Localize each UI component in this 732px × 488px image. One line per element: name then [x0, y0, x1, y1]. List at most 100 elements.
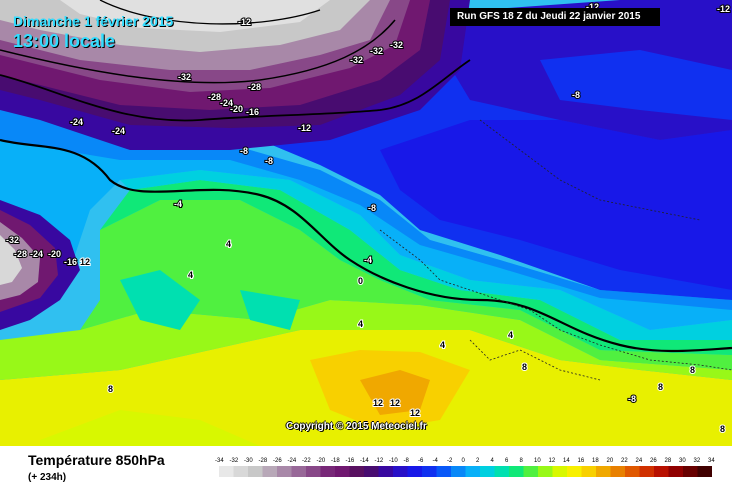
forecast-time: 13:00 locale [13, 31, 116, 51]
scale-tick-label: 32 [694, 458, 701, 464]
scale-swatch [393, 466, 408, 477]
scale-tick-label: -26 [273, 458, 282, 464]
scale-swatch [306, 466, 321, 477]
isotherm-label: 4 [440, 340, 445, 350]
isotherm-label: -28 [248, 82, 261, 92]
scale-swatch [581, 466, 596, 477]
isotherm-label: 8 [658, 382, 663, 392]
isotherm-label: -28 [208, 92, 221, 102]
scale-swatch [422, 466, 437, 477]
isotherm-label: -4 [174, 199, 182, 209]
scale-swatch [697, 466, 712, 477]
legend: Température 850hPa (+ 234h) -34 -32 -30 -28… [0, 446, 732, 488]
scale-tick-label: 34 [708, 458, 715, 464]
scale-swatch [625, 466, 640, 477]
color-scale: -34 -32 -30 -28 -26 -24 -22 -20 -18 -16 -14 -12 -10-… [215, 458, 715, 477]
isotherm-label: 8 [522, 362, 527, 372]
isotherm-label: 0 [358, 276, 363, 286]
isotherm-label: 4 [358, 319, 363, 329]
isotherm-label: 4 [226, 239, 231, 249]
scale-swatch [639, 466, 654, 477]
scale-swatch [248, 466, 263, 477]
scale-tick-label: -8 [404, 458, 410, 464]
scale-swatch [610, 466, 625, 477]
scale-tick-label: 26 [650, 458, 657, 464]
scale-swatch [335, 466, 350, 477]
scale-tick-label: -14 [360, 458, 369, 464]
scale-tick-label: 22 [621, 458, 628, 464]
scale-swatch [349, 466, 364, 477]
isotherm-label: -16 [246, 107, 259, 117]
scale-swatch [277, 466, 292, 477]
isotherm-label: -8 [240, 146, 248, 156]
scale-tick-label: 18 [592, 458, 599, 464]
isotherm-label: -12 [298, 123, 311, 133]
scale-swatch [552, 466, 567, 477]
scale-swatch [364, 466, 379, 477]
isotherm-label: 12 [80, 257, 90, 267]
scale-swatch [494, 466, 509, 477]
scale-tick-label: -6 [418, 458, 424, 464]
isotherm-label: -20 [230, 104, 243, 114]
scale-swatch [683, 466, 698, 477]
scale-tick-label: 28 [665, 458, 672, 464]
isotherm-label: -32 [6, 235, 19, 245]
scale-tick-label: -10 [389, 458, 398, 464]
scale-swatch [262, 466, 277, 477]
isotherm-label: -12 [717, 4, 730, 14]
isotherm-label: 8 [690, 365, 695, 375]
isotherm-label: 4 [188, 270, 193, 280]
isotherm-label: -8 [265, 156, 273, 166]
scale-tick-label: -32 [230, 458, 239, 464]
legend-subtitle: (+ 234h) [28, 472, 67, 483]
forecast-date: Dimanche 1 février 2015 [13, 13, 174, 29]
isotherm-label: -12 [238, 17, 251, 27]
scale-tick-label: -30 [244, 458, 253, 464]
isotherm-label: -20 [48, 249, 61, 259]
scale-tick-label: -22 [302, 458, 311, 464]
isotherm-label: -8 [628, 394, 636, 404]
scale-tick-label: -2 [447, 458, 453, 464]
scale-swatch [378, 466, 393, 477]
isotherm-label: -8 [368, 203, 376, 213]
legend-title: Température 850hPa [28, 452, 165, 468]
scale-swatch [480, 466, 495, 477]
isotherm-label: 12 [390, 398, 400, 408]
scale-tick-label: 6 [505, 458, 509, 464]
isotherm-label: -24 [30, 249, 43, 259]
isotherm-label: -24 [220, 98, 233, 108]
isotherm-label: 4 [508, 330, 513, 340]
map-canvas: -12-32-28-28-24-20 -16-24-24 -12-32-32-32-… [0, 0, 732, 446]
scale-tick-label: 30 [679, 458, 686, 464]
scale-tick-label: 12 [549, 458, 556, 464]
scale-tick-label: -12 [375, 458, 384, 464]
scale-tick-label: 2 [476, 458, 480, 464]
isotherm-labels: -12-32-28-28-24-20 -16-24-24 -12-32-32-32-… [5, 1, 731, 435]
scale-tick-label: 16 [578, 458, 585, 464]
scale-tick-label: 4 [491, 458, 495, 464]
scale-swatch [523, 466, 538, 477]
scale-swatch [451, 466, 466, 477]
isotherm-label: -24 [70, 117, 83, 127]
temperature-map: -12 -32 -28 -28 -24 -20 -16 -24 -24 -12 -32 -32 -32-… [0, 0, 732, 446]
scale-swatch [668, 466, 683, 477]
scale-swatch [407, 466, 422, 477]
isotherm-label: -32 [350, 55, 363, 65]
scale-swatch [436, 466, 451, 477]
isotherm-label: -32 [370, 46, 383, 56]
scale-tick-label: -34 [215, 458, 224, 464]
scale-tick-label: -28 [259, 458, 268, 464]
scale-tick-label: 10 [534, 458, 541, 464]
scale-tick-label: -20 [317, 458, 326, 464]
isotherm-label: -28 [14, 249, 27, 259]
scale-swatch [567, 466, 582, 477]
scale-tick-label: 20 [607, 458, 614, 464]
scale-swatch [465, 466, 480, 477]
scale-swatch [291, 466, 306, 477]
scale-tick-label: 24 [636, 458, 643, 464]
isotherm-label: -16 [64, 257, 77, 267]
scale-tick-label: -18 [331, 458, 340, 464]
scale-tick-label: -24 [288, 458, 297, 464]
isotherm-label: -32 [390, 40, 403, 50]
isotherm-label: 8 [108, 384, 113, 394]
